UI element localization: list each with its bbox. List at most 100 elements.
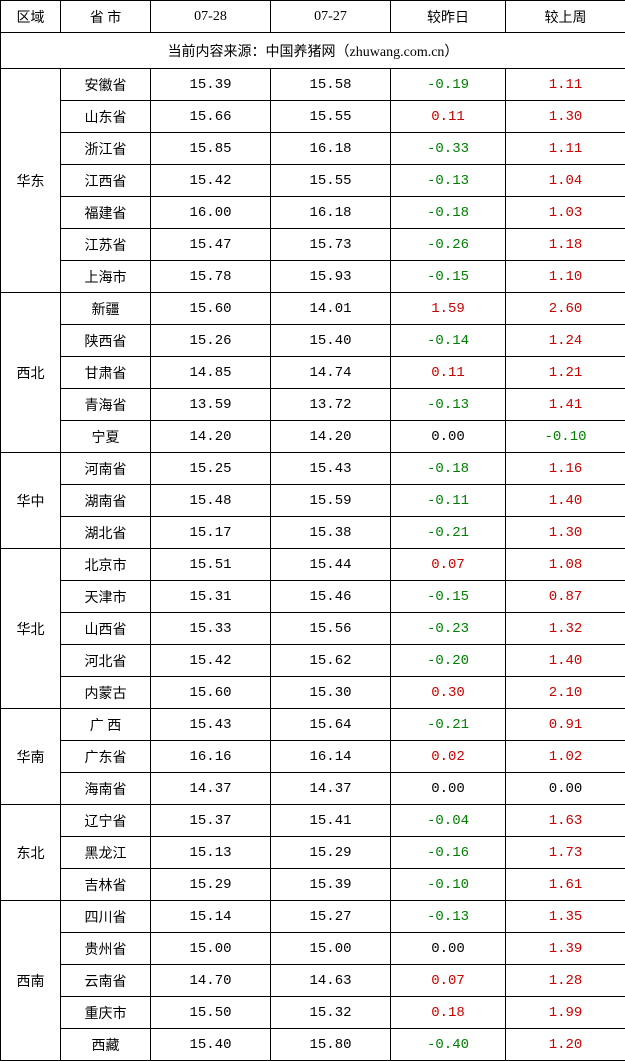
- date1-cell: 15.33: [151, 613, 271, 645]
- date1-cell: 16.16: [151, 741, 271, 773]
- province-cell: 浙江省: [61, 133, 151, 165]
- table-row: 吉林省15.2915.39-0.101.61: [1, 869, 625, 901]
- province-cell: 江苏省: [61, 229, 151, 261]
- region-cell: 西南: [1, 901, 61, 1061]
- province-cell: 福建省: [61, 197, 151, 229]
- table-row: 山西省15.3315.56-0.231.32: [1, 613, 625, 645]
- vs-lastweek-cell: 1.40: [506, 645, 625, 677]
- table-row: 青海省13.5913.72-0.131.41: [1, 389, 625, 421]
- vs-yesterday-cell: -0.20: [391, 645, 506, 677]
- table-row: 华北北京市15.5115.440.071.08: [1, 549, 625, 581]
- vs-lastweek-cell: 1.08: [506, 549, 625, 581]
- date2-cell: 15.29: [271, 837, 391, 869]
- table-row: 陕西省15.2615.40-0.141.24: [1, 325, 625, 357]
- province-cell: 黑龙江: [61, 837, 151, 869]
- date2-cell: 15.00: [271, 933, 391, 965]
- vs-yesterday-cell: -0.15: [391, 581, 506, 613]
- vs-lastweek-cell: 1.28: [506, 965, 625, 997]
- date1-cell: 14.37: [151, 773, 271, 805]
- table-row: 福建省16.0016.18-0.181.03: [1, 197, 625, 229]
- vs-lastweek-cell: 1.02: [506, 741, 625, 773]
- region-cell: 华北: [1, 549, 61, 709]
- province-cell: 天津市: [61, 581, 151, 613]
- province-cell: 辽宁省: [61, 805, 151, 837]
- province-cell: 广东省: [61, 741, 151, 773]
- vs-yesterday-cell: -0.13: [391, 165, 506, 197]
- region-cell: 华南: [1, 709, 61, 805]
- province-cell: 吉林省: [61, 869, 151, 901]
- vs-lastweek-cell: -0.10: [506, 421, 625, 453]
- vs-lastweek-cell: 1.21: [506, 357, 625, 389]
- vs-lastweek-cell: 1.24: [506, 325, 625, 357]
- date1-cell: 15.39: [151, 69, 271, 101]
- date1-cell: 15.17: [151, 517, 271, 549]
- vs-lastweek-cell: 1.18: [506, 229, 625, 261]
- date1-cell: 14.70: [151, 965, 271, 997]
- vs-yesterday-cell: 0.02: [391, 741, 506, 773]
- vs-yesterday-cell: 0.11: [391, 101, 506, 133]
- province-cell: 贵州省: [61, 933, 151, 965]
- vs-yesterday-cell: -0.40: [391, 1029, 506, 1061]
- date1-cell: 15.14: [151, 901, 271, 933]
- vs-yesterday-cell: -0.15: [391, 261, 506, 293]
- date1-cell: 15.00: [151, 933, 271, 965]
- date2-cell: 15.64: [271, 709, 391, 741]
- vs-lastweek-cell: 1.40: [506, 485, 625, 517]
- date1-cell: 15.78: [151, 261, 271, 293]
- table-row: 湖南省15.4815.59-0.111.40: [1, 485, 625, 517]
- province-cell: 山西省: [61, 613, 151, 645]
- province-cell: 宁夏: [61, 421, 151, 453]
- table-row: 山东省15.6615.550.111.30: [1, 101, 625, 133]
- province-cell: 内蒙古: [61, 677, 151, 709]
- date1-cell: 15.13: [151, 837, 271, 869]
- vs-yesterday-cell: -0.19: [391, 69, 506, 101]
- date2-cell: 16.18: [271, 133, 391, 165]
- table-row: 华南广 西15.4315.64-0.210.91: [1, 709, 625, 741]
- date2-cell: 14.74: [271, 357, 391, 389]
- date1-cell: 14.20: [151, 421, 271, 453]
- vs-lastweek-cell: 1.11: [506, 69, 625, 101]
- vs-lastweek-cell: 1.32: [506, 613, 625, 645]
- table-row: 西北新疆15.6014.011.592.60: [1, 293, 625, 325]
- vs-lastweek-cell: 1.04: [506, 165, 625, 197]
- date1-cell: 15.66: [151, 101, 271, 133]
- header-province: 省 市: [61, 1, 151, 33]
- date2-cell: 15.40: [271, 325, 391, 357]
- price-table: 区域 省 市 07-28 07-27 较昨日 较上周 当前内容来源：中国养猪网（…: [0, 0, 625, 1061]
- vs-lastweek-cell: 1.61: [506, 869, 625, 901]
- vs-lastweek-cell: 0.00: [506, 773, 625, 805]
- date1-cell: 15.25: [151, 453, 271, 485]
- province-cell: 青海省: [61, 389, 151, 421]
- table-row: 浙江省15.8516.18-0.331.11: [1, 133, 625, 165]
- date2-cell: 15.58: [271, 69, 391, 101]
- date1-cell: 15.47: [151, 229, 271, 261]
- table-row: 黑龙江15.1315.29-0.161.73: [1, 837, 625, 869]
- date2-cell: 15.56: [271, 613, 391, 645]
- province-cell: 甘肃省: [61, 357, 151, 389]
- vs-yesterday-cell: 1.59: [391, 293, 506, 325]
- table-row: 湖北省15.1715.38-0.211.30: [1, 517, 625, 549]
- date2-cell: 14.37: [271, 773, 391, 805]
- vs-yesterday-cell: 0.18: [391, 997, 506, 1029]
- table-row: 上海市15.7815.93-0.151.10: [1, 261, 625, 293]
- vs-yesterday-cell: -0.11: [391, 485, 506, 517]
- date1-cell: 15.48: [151, 485, 271, 517]
- date1-cell: 15.85: [151, 133, 271, 165]
- date2-cell: 15.59: [271, 485, 391, 517]
- table-row: 重庆市15.5015.320.181.99: [1, 997, 625, 1029]
- table-row: 东北辽宁省15.3715.41-0.041.63: [1, 805, 625, 837]
- source-text: 当前内容来源：中国养猪网（zhuwang.com.cn）: [1, 33, 625, 69]
- table-row: 华东安徽省15.3915.58-0.191.11: [1, 69, 625, 101]
- table-row: 广东省16.1616.140.021.02: [1, 741, 625, 773]
- date2-cell: 15.55: [271, 165, 391, 197]
- vs-yesterday-cell: -0.18: [391, 197, 506, 229]
- date2-cell: 15.55: [271, 101, 391, 133]
- table-body: 华东安徽省15.3915.58-0.191.11山东省15.6615.550.1…: [1, 69, 625, 1061]
- date2-cell: 15.32: [271, 997, 391, 1029]
- vs-lastweek-cell: 2.60: [506, 293, 625, 325]
- date2-cell: 15.38: [271, 517, 391, 549]
- date1-cell: 14.85: [151, 357, 271, 389]
- date1-cell: 15.43: [151, 709, 271, 741]
- date2-cell: 15.30: [271, 677, 391, 709]
- date2-cell: 15.46: [271, 581, 391, 613]
